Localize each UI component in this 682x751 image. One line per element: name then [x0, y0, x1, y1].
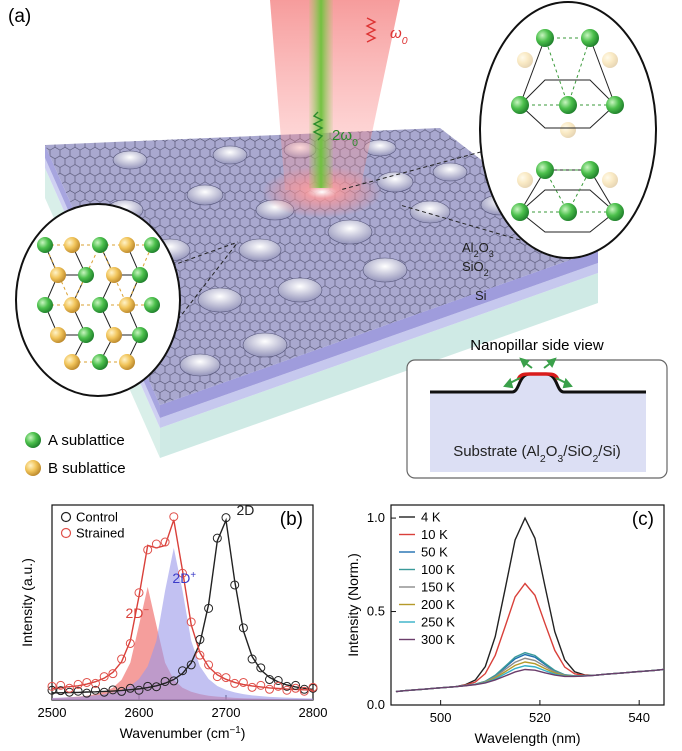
text-part: 2ω — [332, 127, 352, 144]
text-part: Substrate (Al — [453, 443, 540, 460]
inset-title: Nanopillar side view — [470, 337, 604, 354]
legend-label: 100 K — [421, 562, 455, 577]
text-part: SiO — [462, 259, 484, 274]
figure: ω0 2ω0 (a) Al2O3 SiO2 Si A sublattice B … — [0, 0, 682, 751]
legend-label: Strained — [76, 526, 124, 541]
y-tick-label: 0.5 — [367, 604, 385, 619]
line — [396, 653, 664, 692]
data-point — [83, 678, 91, 686]
data-point — [152, 540, 160, 548]
panel-label: (a) — [8, 6, 31, 27]
panel-label: (c) — [632, 509, 654, 530]
text-part: 3 — [489, 249, 494, 259]
legend-marker — [25, 432, 41, 448]
panel-label: (b) — [280, 509, 303, 530]
text-part: − — [143, 605, 149, 616]
x-tick-label: 540 — [628, 710, 650, 725]
legend-label: 150 K — [421, 580, 455, 595]
text-part: ) — [241, 725, 246, 741]
text-part: 0 — [352, 137, 358, 149]
y-axis-label: Intensity (a.u.) — [19, 558, 35, 647]
legend-label: A sublattice — [48, 432, 125, 449]
y-axis-label: Intensity (Norm.) — [345, 553, 361, 656]
page: {"panel_a":{"label":"(a)", "omega":{"par… — [0, 0, 682, 751]
y-tick-label: 0.0 — [367, 697, 385, 712]
legend-label: 200 K — [421, 597, 455, 612]
shg-beam — [309, 0, 333, 188]
text-part: 2D — [172, 570, 190, 586]
omega-label: ω0 — [390, 25, 408, 47]
data-point — [170, 513, 178, 521]
y-tick-label: 1.0 — [367, 510, 385, 525]
panel-a: ω0 2ω0 (a) Al2O3 SiO2 Si A sublattice B … — [8, 0, 667, 478]
x-tick-label: 2600 — [125, 705, 154, 720]
text-part: Al — [462, 240, 474, 255]
layer-label: Si — [475, 288, 487, 303]
legend-label: 4 K — [421, 510, 441, 525]
x-tick-label: 2800 — [299, 705, 328, 720]
legend-label: 300 K — [421, 632, 455, 647]
text-part: 0 — [402, 35, 408, 47]
x-tick-label: 520 — [529, 710, 551, 725]
text-part: O — [546, 443, 558, 460]
text-part: Wavenumber (cm — [120, 725, 230, 741]
x-tick-label: 500 — [430, 710, 452, 725]
legend-marker — [25, 460, 41, 476]
text-part: /SiO — [563, 443, 592, 460]
legend-marker — [62, 513, 71, 522]
legend-label: Control — [76, 510, 118, 525]
legend-label: 250 K — [421, 615, 455, 630]
x-axis-label: Wavenumber (cm−1) — [120, 725, 246, 742]
legend-marker — [62, 529, 71, 538]
text-part: + — [190, 570, 196, 581]
data-point — [257, 681, 265, 689]
chart: 500 520 540 0.0 0.5 1.0 Wavelength (nm) Intensi… — [345, 505, 664, 746]
legend-label: 10 K — [421, 527, 448, 542]
chart: 2500 2600 2700 2800 Wavenumber (cm−1) Intensi… — [19, 502, 327, 741]
data-point — [248, 683, 256, 691]
text-part: ω — [390, 25, 402, 42]
annotation: 2D+ — [172, 570, 196, 587]
legend-label: B sublattice — [48, 460, 126, 477]
data-point — [266, 685, 274, 693]
x-axis-label: Wavelength (nm) — [474, 730, 580, 746]
legend-label: 50 K — [421, 545, 448, 560]
x-tick-label: 2500 — [38, 705, 67, 720]
text-part: 2 — [484, 268, 489, 278]
text-part: −1 — [230, 725, 241, 736]
x-tick-label: 2700 — [212, 705, 241, 720]
line — [396, 669, 664, 691]
text-part: /Si) — [598, 443, 621, 460]
text-part: 2D — [125, 605, 143, 621]
text-part: O — [479, 240, 489, 255]
annotation: 2D — [236, 502, 254, 518]
